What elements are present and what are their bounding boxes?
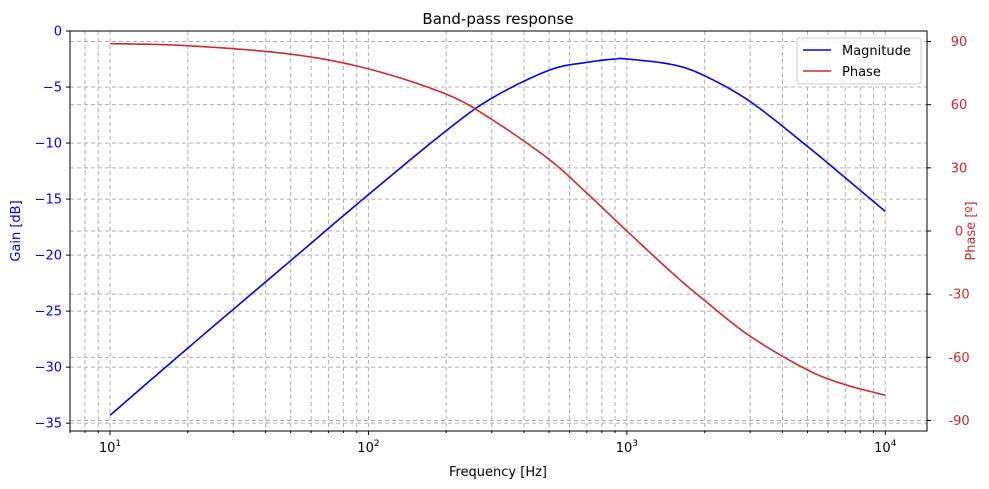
series-layer	[109, 42, 886, 416]
right-tick-label: 30	[951, 161, 968, 176]
left-tick-label: −35	[35, 417, 62, 432]
right-tick-label: -30	[948, 288, 969, 303]
right-tick-label: 60	[951, 98, 968, 113]
right-tick-label: 90	[951, 35, 968, 50]
right-axis-ticks: 90 60 30 0 -30 -60 -90	[927, 35, 970, 429]
right-tick-label: -60	[948, 351, 969, 366]
left-tick-label: −25	[35, 305, 62, 320]
right-tick-label: -90	[948, 414, 969, 429]
left-tick-label: −15	[35, 193, 62, 208]
x-axis-title: Frequency [Hz]	[449, 465, 547, 480]
magnitude-line	[109, 57, 886, 416]
right-axis-title: Phase [º]	[964, 201, 979, 260]
x-tick-label: 103	[616, 439, 638, 456]
left-tick-label: −20	[35, 249, 62, 264]
right-tick-label: 0	[955, 225, 963, 240]
left-tick-label: −10	[35, 137, 62, 152]
x-tick-label: 104	[874, 439, 897, 456]
left-axis-title: Gain [dB]	[9, 200, 24, 261]
phase-line	[110, 42, 886, 396]
legend-phase-label: Phase	[842, 65, 881, 80]
x-axis-ticks: 101 102 103 104	[69, 431, 897, 456]
legend-magnitude-label: Magnitude	[842, 44, 911, 59]
grid	[69, 30, 927, 431]
left-tick-label: 0	[54, 25, 62, 40]
x-tick-label: 101	[99, 439, 121, 456]
left-tick-label: −30	[35, 361, 62, 376]
left-tick-label: −5	[43, 81, 62, 96]
x-tick-label: 102	[357, 439, 379, 456]
chart-title: Band-pass response	[422, 10, 573, 28]
left-axis-ticks: 0 −5 −10 −15 −20 −25 −30 −35	[35, 25, 70, 432]
legend: Magnitude Phase	[796, 37, 922, 85]
